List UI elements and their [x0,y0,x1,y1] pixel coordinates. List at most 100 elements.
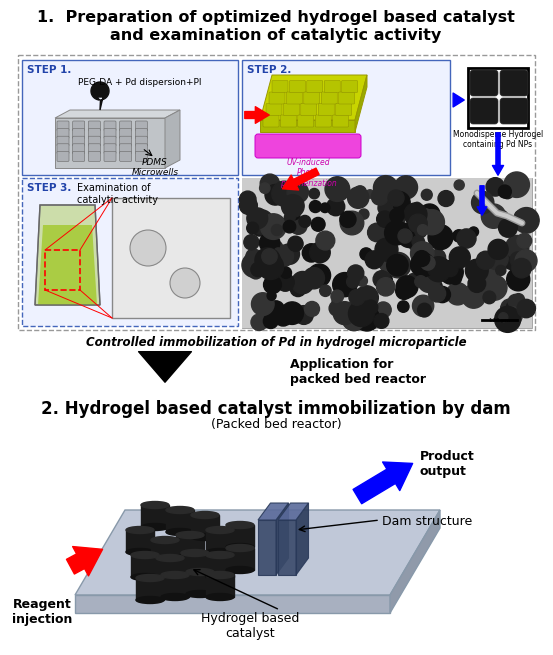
Ellipse shape [206,527,234,534]
FancyBboxPatch shape [57,121,69,131]
FancyArrowPatch shape [66,546,102,576]
Circle shape [483,291,495,304]
Polygon shape [260,120,355,132]
Bar [156,558,184,580]
Ellipse shape [156,555,184,561]
Circle shape [294,306,313,324]
Circle shape [428,225,453,250]
Circle shape [504,307,522,326]
FancyArrowPatch shape [492,133,504,176]
Circle shape [418,225,428,235]
FancyBboxPatch shape [104,151,116,161]
Circle shape [276,273,294,291]
Circle shape [396,276,418,297]
Circle shape [267,291,276,301]
Circle shape [263,228,273,238]
Text: STEP 3.: STEP 3. [27,183,71,193]
FancyBboxPatch shape [22,178,238,326]
FancyBboxPatch shape [135,151,147,161]
Circle shape [272,181,297,206]
Bar [206,530,234,552]
Bar [226,525,254,547]
Circle shape [495,307,520,332]
Circle shape [333,302,356,325]
Circle shape [385,252,411,278]
Circle shape [378,200,393,215]
Circle shape [316,231,335,250]
FancyBboxPatch shape [500,98,528,124]
FancyBboxPatch shape [272,81,288,92]
Circle shape [325,177,349,201]
Circle shape [415,263,433,280]
Circle shape [416,209,435,227]
Polygon shape [75,595,390,613]
Circle shape [502,187,513,198]
Text: PEG-DA + Pd dispersion+PI: PEG-DA + Pd dispersion+PI [79,78,202,87]
Ellipse shape [151,536,179,544]
Circle shape [387,254,408,276]
Circle shape [454,180,464,190]
FancyBboxPatch shape [72,151,85,161]
FancyBboxPatch shape [255,134,361,158]
FancyBboxPatch shape [263,115,279,127]
Circle shape [280,267,291,278]
Circle shape [508,294,523,309]
FancyBboxPatch shape [318,103,334,115]
Ellipse shape [226,544,254,550]
Circle shape [390,208,404,223]
Bar [45,250,80,290]
Circle shape [265,185,285,205]
Polygon shape [258,503,289,520]
Bar [136,578,164,600]
Circle shape [388,190,404,206]
Circle shape [303,267,325,289]
Circle shape [498,185,512,198]
Circle shape [377,211,393,227]
Circle shape [170,268,200,298]
Circle shape [398,301,409,312]
FancyBboxPatch shape [104,121,116,131]
Text: (Packed bed reactor): (Packed bed reactor) [211,418,341,431]
Circle shape [495,265,506,276]
Circle shape [341,305,362,327]
FancyBboxPatch shape [57,136,69,146]
FancyBboxPatch shape [119,151,132,161]
Circle shape [310,242,330,263]
Polygon shape [355,75,367,132]
FancyBboxPatch shape [72,121,85,131]
Circle shape [247,208,268,229]
Circle shape [279,244,300,265]
Circle shape [281,195,304,217]
Circle shape [327,198,345,215]
Text: Application for: Application for [290,358,393,371]
Text: 1.  Preparation of optimized hydrogel based catalyst: 1. Preparation of optimized hydrogel bas… [37,10,515,25]
Ellipse shape [226,567,254,574]
Circle shape [130,230,166,266]
Circle shape [442,261,458,276]
FancyBboxPatch shape [57,128,69,139]
Circle shape [251,263,265,276]
FancyBboxPatch shape [119,136,132,146]
Ellipse shape [186,591,214,597]
Circle shape [267,271,283,287]
Circle shape [283,220,296,233]
Circle shape [510,252,526,267]
Circle shape [503,254,518,269]
Text: 2. Hydrogel based catalyst immobilization by dam: 2. Hydrogel based catalyst immobilizatio… [41,400,511,418]
Circle shape [340,303,353,316]
Circle shape [388,191,410,214]
Circle shape [246,249,261,264]
Bar [181,553,209,575]
Circle shape [373,271,390,288]
Circle shape [513,293,524,305]
Circle shape [342,307,366,331]
FancyBboxPatch shape [301,103,317,115]
Circle shape [499,219,517,237]
Circle shape [264,276,281,293]
Circle shape [453,230,465,242]
FancyBboxPatch shape [135,136,147,146]
Circle shape [290,217,307,234]
Ellipse shape [161,572,189,578]
FancyBboxPatch shape [88,121,100,131]
Circle shape [426,257,436,267]
